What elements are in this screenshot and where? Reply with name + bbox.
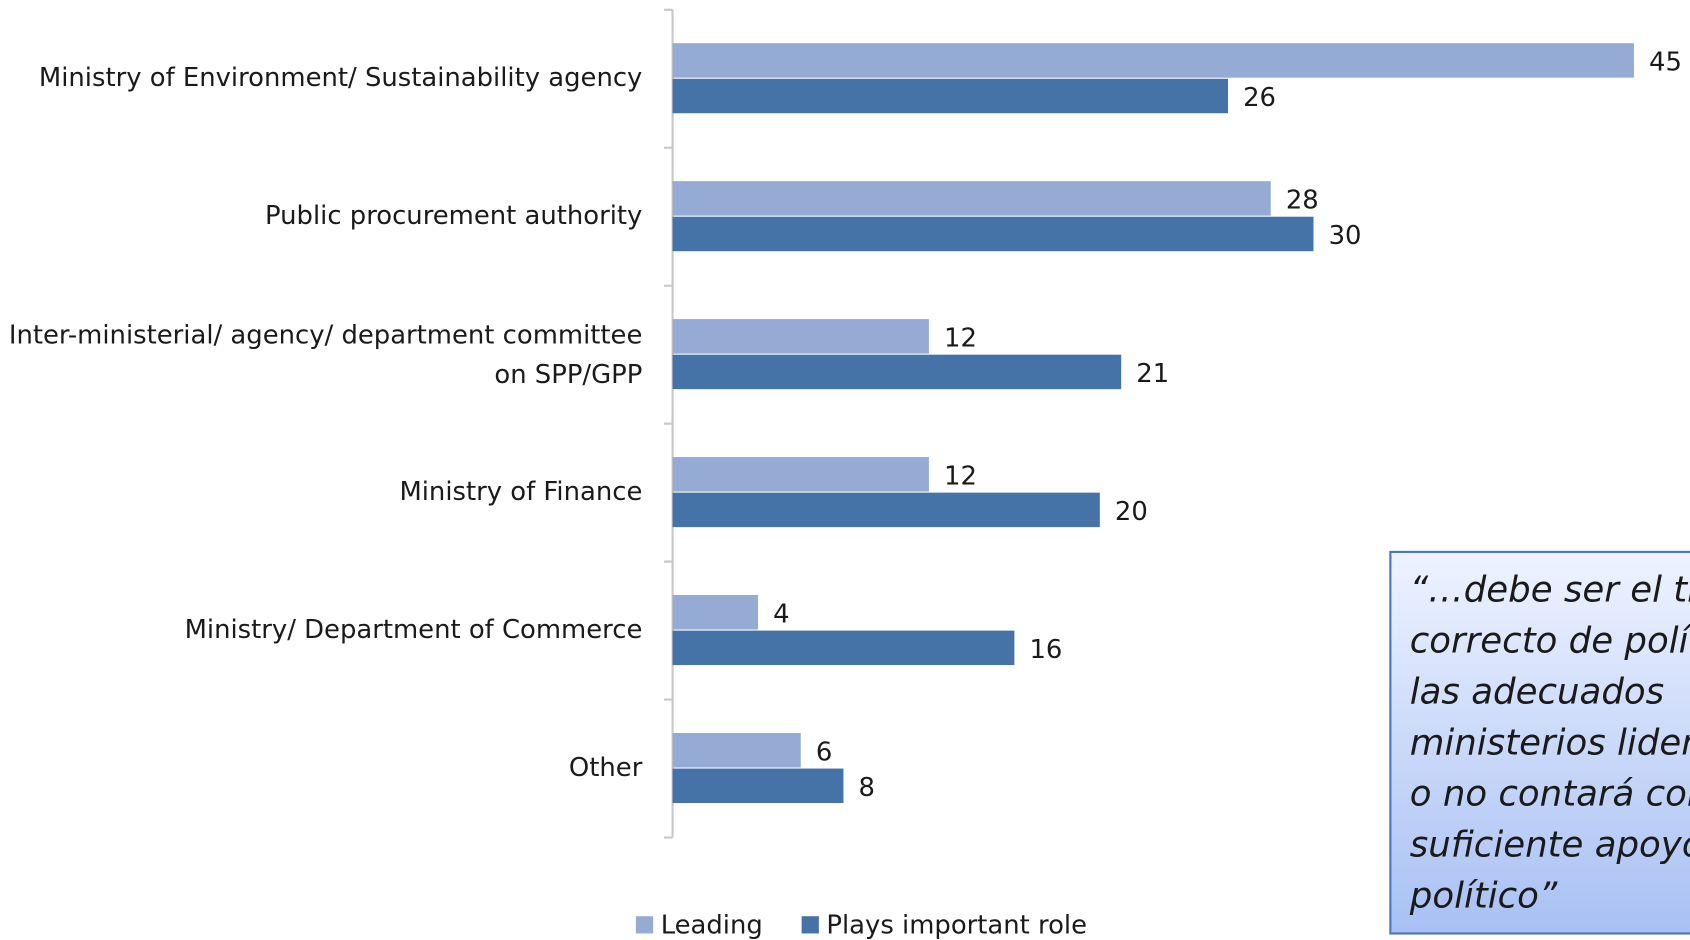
quote-background — [1389, 550, 1690, 935]
bar — [672, 181, 1271, 216]
category-label: Inter-ministerial/ agency/ department co… — [9, 320, 643, 390]
bar — [672, 768, 844, 804]
value-label: 21 — [1136, 359, 1169, 389]
value-label: 30 — [1329, 221, 1362, 251]
legend-swatch — [635, 916, 654, 934]
quote-box: “…debe ser el tip correcto de polít las ad… — [1389, 550, 1690, 935]
quote-line: suficiente apoyo — [1410, 824, 1690, 865]
bar — [672, 319, 929, 354]
bar — [672, 216, 1314, 252]
value-label: 4 — [773, 599, 789, 629]
value-label: 12 — [944, 324, 977, 354]
legend-label: Plays important role — [826, 910, 1087, 940]
quote-line: político” — [1409, 875, 1558, 916]
bar — [672, 492, 1100, 528]
category-label: Ministry of Finance — [399, 477, 642, 507]
bar — [672, 457, 929, 492]
legend-label: Leading — [661, 910, 763, 940]
bar — [672, 630, 1015, 666]
value-label: 26 — [1243, 83, 1276, 113]
value-label: 8 — [859, 773, 875, 803]
bar — [672, 43, 1634, 78]
category-label: Other — [569, 753, 643, 783]
bar — [672, 732, 801, 768]
category-label: Ministry of Environment/ Sustainability … — [39, 63, 642, 93]
quote-line: las adecuados — [1410, 671, 1664, 712]
value-label: 28 — [1286, 186, 1319, 216]
category-label: Public procurement authority — [265, 201, 642, 231]
value-label: 12 — [944, 462, 977, 492]
value-label: 16 — [1029, 635, 1062, 665]
bar — [672, 595, 759, 630]
legend-swatch — [801, 916, 819, 934]
quote-line: “…debe ser el tip — [1410, 569, 1690, 610]
quote-line: correcto de polít — [1410, 620, 1690, 661]
value-label: 45 — [1649, 48, 1682, 78]
value-label: 6 — [816, 737, 832, 767]
bar — [672, 354, 1122, 390]
category-label: Ministry/ Department of Commerce — [185, 615, 643, 645]
bar — [672, 78, 1229, 114]
value-label: 20 — [1115, 497, 1148, 527]
quote-line: ministerios lidera — [1410, 722, 1690, 763]
quote-line: o no contará con — [1410, 773, 1690, 814]
